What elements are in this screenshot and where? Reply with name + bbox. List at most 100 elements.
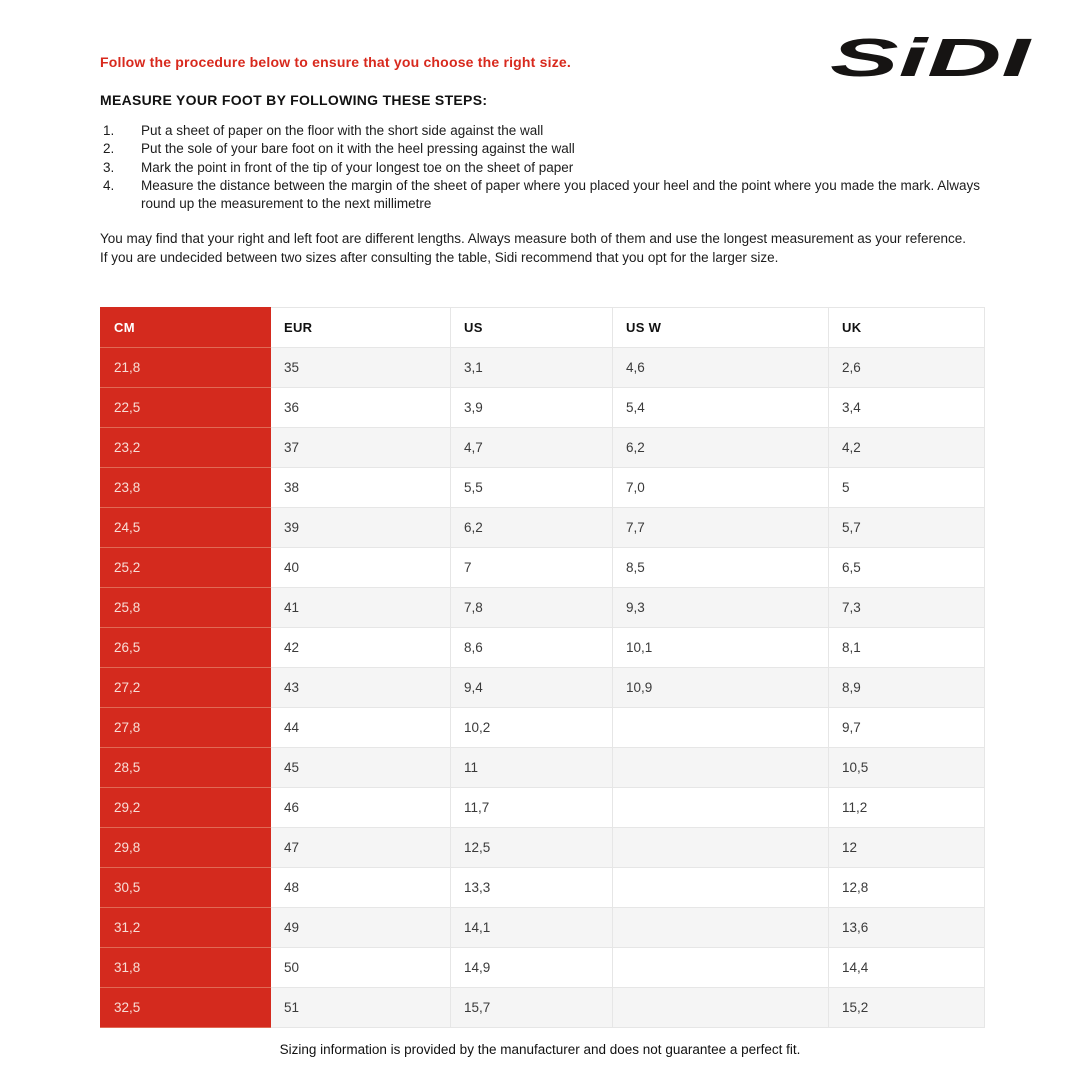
table-cell xyxy=(612,707,829,748)
table-row: 31,8 50 14,9 14,4 xyxy=(100,947,985,988)
table-cell: 15,2 xyxy=(828,987,985,1028)
table-cell: 3,4 xyxy=(828,387,985,428)
table-cell: 9,7 xyxy=(828,707,985,748)
cell-cm: 21,8 xyxy=(100,347,271,388)
table-row: 26,5 42 8,6 10,1 8,1 xyxy=(100,627,985,668)
table-cell: 11,2 xyxy=(828,787,985,828)
table-cell: 6,5 xyxy=(828,547,985,588)
step-number: 1. xyxy=(103,123,115,138)
step-text: Put a sheet of paper on the floor with t… xyxy=(141,123,544,138)
step-text: Put the sole of your bare foot on it wit… xyxy=(141,141,575,157)
step-number: 2. xyxy=(103,141,115,157)
column-header-us: US xyxy=(450,307,613,348)
table-cell: 49 xyxy=(270,907,451,948)
table-cell: 9,4 xyxy=(450,667,613,708)
note-undecided: If you are undecided between two sizes a… xyxy=(100,249,779,265)
table-row: 27,2 43 9,4 10,9 8,9 xyxy=(100,667,985,708)
table-cell: 11,7 xyxy=(450,787,613,828)
table-cell xyxy=(612,867,829,908)
cell-cm: 22,5 xyxy=(100,387,271,428)
table-cell: 4,6 xyxy=(612,347,829,388)
table-header-row: CM EUR US US W UK xyxy=(100,307,985,348)
table-cell xyxy=(612,947,829,988)
table-cell: 14,1 xyxy=(450,907,613,948)
cell-cm: 31,2 xyxy=(100,907,271,948)
cell-cm: 25,2 xyxy=(100,547,271,588)
table-cell: 2,6 xyxy=(828,347,985,388)
table-cell: 43 xyxy=(270,667,451,708)
table-cell: 8,9 xyxy=(828,667,985,708)
table-row: 25,8 41 7,8 9,3 7,3 xyxy=(100,587,985,628)
table-cell: 11 xyxy=(450,747,613,788)
cell-cm: 28,5 xyxy=(100,747,271,788)
table-cell: 13,3 xyxy=(450,867,613,908)
step-item-4: 4. Measure the distance between the marg… xyxy=(100,177,984,214)
table-cell: 4,7 xyxy=(450,427,613,468)
table-cell: 50 xyxy=(270,947,451,988)
table-cell: 48 xyxy=(270,867,451,908)
sidi-logo: SiDI xyxy=(828,28,1035,88)
table-cell: 9,3 xyxy=(612,587,829,628)
table-cell: 5 xyxy=(828,467,985,508)
cell-cm: 31,8 xyxy=(100,947,271,988)
table-cell: 46 xyxy=(270,787,451,828)
table-cell: 7,7 xyxy=(612,507,829,548)
table-cell: 15,7 xyxy=(450,987,613,1028)
table-cell: 47 xyxy=(270,827,451,868)
table-cell: 10,5 xyxy=(828,747,985,788)
cell-cm: 32,5 xyxy=(100,987,271,1028)
measure-heading: MEASURE YOUR FOOT BY FOLLOWING THESE STE… xyxy=(100,92,488,108)
table-cell: 12 xyxy=(828,827,985,868)
table-cell: 8,1 xyxy=(828,627,985,668)
sidi-logo-text: SiDI xyxy=(830,28,1032,86)
table-cell: 42 xyxy=(270,627,451,668)
table-cell xyxy=(612,987,829,1028)
table-cell: 12,8 xyxy=(828,867,985,908)
size-conversion-table: CM EUR US US W UK 21,8 35 3,1 4,6 2,6 22,5 36 3… xyxy=(100,307,985,1028)
cell-cm: 23,8 xyxy=(100,467,271,508)
table-row: 28,5 45 11 10,5 xyxy=(100,747,985,788)
table-row: 25,2 40 7 8,5 6,5 xyxy=(100,547,985,588)
measurement-notes: You may find that your right and left fo… xyxy=(100,230,990,267)
table-cell xyxy=(612,827,829,868)
table-cell: 10,1 xyxy=(612,627,829,668)
table-cell: 12,5 xyxy=(450,827,613,868)
table-cell xyxy=(612,907,829,948)
table-row: 29,8 47 12,5 12 xyxy=(100,827,985,868)
table-cell xyxy=(612,747,829,788)
note-measure-both: You may find that your right and left fo… xyxy=(100,231,967,246)
table-cell: 45 xyxy=(270,747,451,788)
table-cell: 3,9 xyxy=(450,387,613,428)
cell-cm: 26,5 xyxy=(100,627,271,668)
table-row: 24,5 39 6,2 7,7 5,7 xyxy=(100,507,985,548)
table-cell: 41 xyxy=(270,587,451,628)
table-cell: 5,5 xyxy=(450,467,613,508)
table-cell: 51 xyxy=(270,987,451,1028)
table-cell: 7,3 xyxy=(828,587,985,628)
table-cell: 5,4 xyxy=(612,387,829,428)
step-item-1: 1. Put a sheet of paper on the floor wit… xyxy=(100,122,984,140)
cell-cm: 30,5 xyxy=(100,867,271,908)
cell-cm: 29,8 xyxy=(100,827,271,868)
table-cell: 5,7 xyxy=(828,507,985,548)
table-cell: 7,8 xyxy=(450,587,613,628)
table-cell: 6,2 xyxy=(450,507,613,548)
table-cell: 10,9 xyxy=(612,667,829,708)
table-row: 21,8 35 3,1 4,6 2,6 xyxy=(100,347,985,388)
column-header-cm: CM xyxy=(100,307,271,348)
table-cell: 35 xyxy=(270,347,451,388)
table-cell: 44 xyxy=(270,707,451,748)
table-row: 23,8 38 5,5 7,0 5 xyxy=(100,467,985,508)
table-cell: 7,0 xyxy=(612,467,829,508)
step-text: Measure the distance between the margin … xyxy=(141,177,981,212)
cell-cm: 29,2 xyxy=(100,787,271,828)
step-number: 4. xyxy=(103,177,115,193)
table-cell: 14,4 xyxy=(828,947,985,988)
table-cell: 39 xyxy=(270,507,451,548)
step-number: 3. xyxy=(103,159,115,175)
step-item-2: 2. Put the sole of your bare foot on it … xyxy=(100,140,984,158)
cell-cm: 27,8 xyxy=(100,707,271,748)
column-header-eur: EUR xyxy=(270,307,451,348)
table-cell: 40 xyxy=(270,547,451,588)
table-cell: 8,5 xyxy=(612,547,829,588)
